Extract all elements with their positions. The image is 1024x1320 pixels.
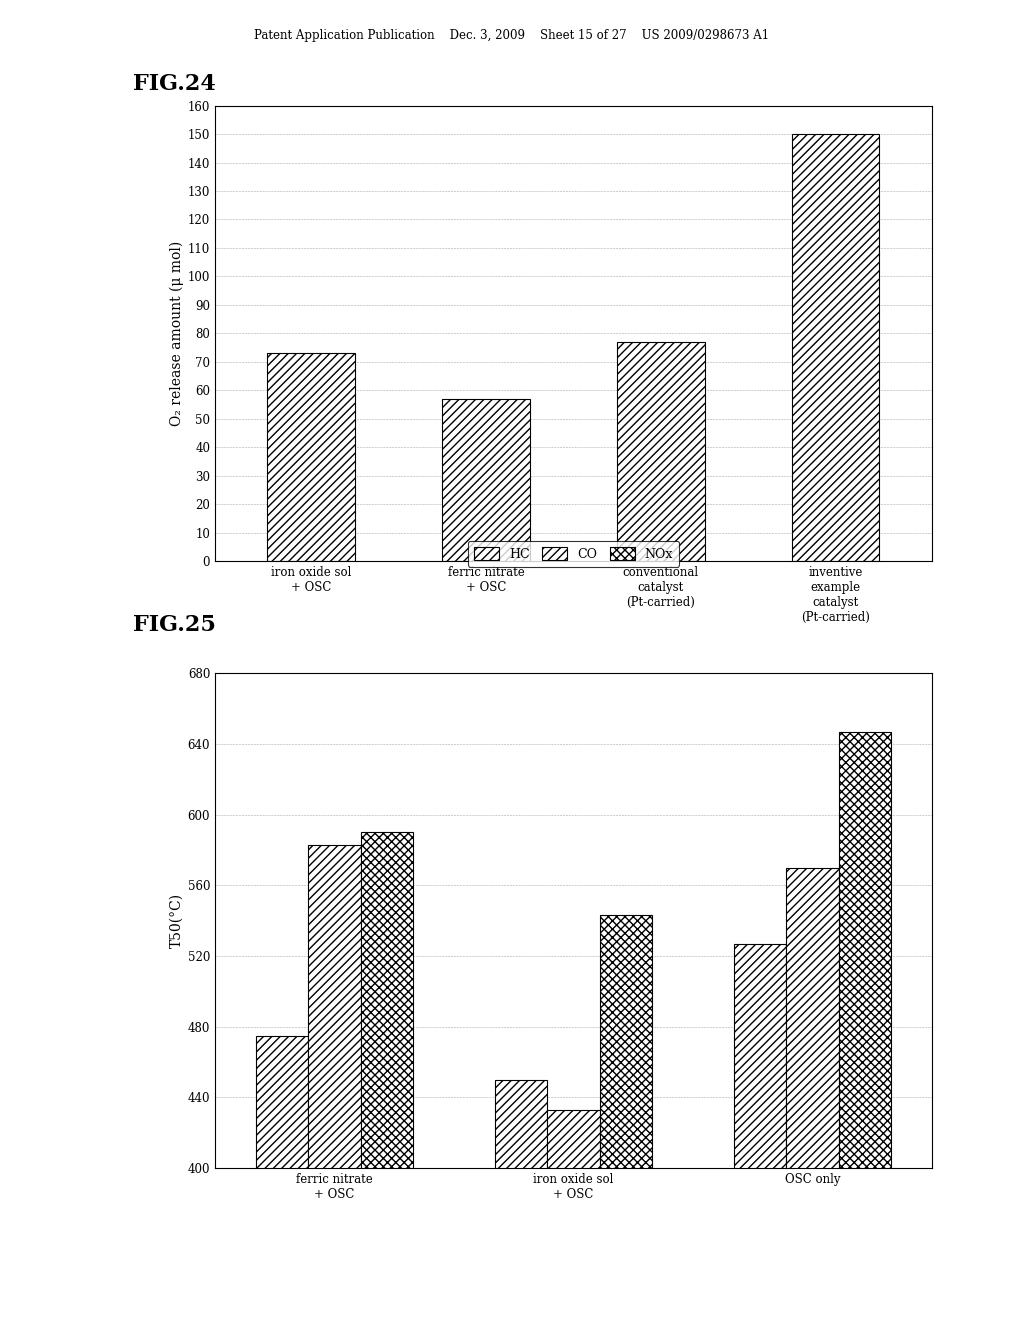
Legend: HC, CO, NOx: HC, CO, NOx (468, 541, 679, 568)
Bar (267, 354, 355, 561)
Text: Patent Application Publication    Dec. 3, 2009    Sheet 15 of 27    US 2009/0298: Patent Application Publication Dec. 3, 2… (254, 29, 770, 42)
Bar (600, 915, 652, 1320)
Y-axis label: O₂ release amount (μ mol): O₂ release amount (μ mol) (169, 240, 183, 426)
Bar (617, 342, 705, 561)
Bar (308, 845, 360, 1320)
Bar (733, 944, 786, 1320)
Bar (495, 1080, 547, 1320)
Bar (792, 135, 880, 561)
Bar (256, 1036, 308, 1320)
Bar (360, 833, 414, 1320)
Bar (839, 731, 891, 1320)
Y-axis label: T50(°C): T50(°C) (170, 894, 183, 948)
Text: FIG.25: FIG.25 (133, 614, 216, 636)
Text: FIG.24: FIG.24 (133, 73, 216, 95)
Bar (786, 867, 839, 1320)
Bar (547, 1110, 600, 1320)
Bar (442, 399, 529, 561)
